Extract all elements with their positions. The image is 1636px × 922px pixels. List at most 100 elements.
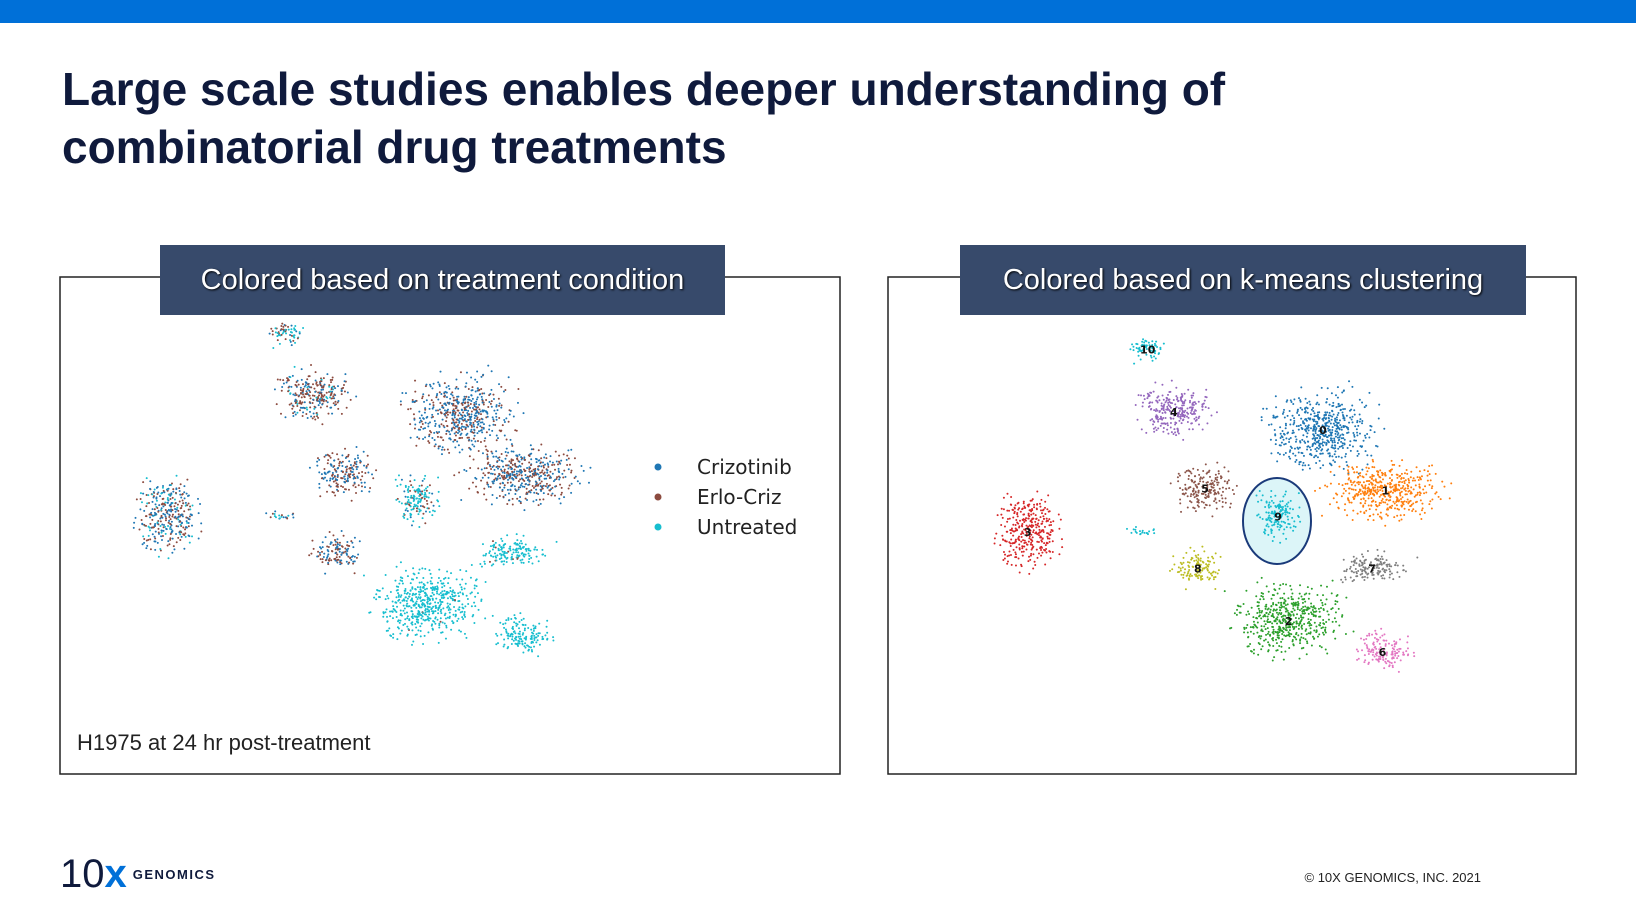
point (529, 464, 532, 467)
point (174, 507, 177, 510)
point (529, 491, 532, 494)
point (1270, 423, 1273, 426)
point (475, 400, 478, 403)
point (1309, 403, 1312, 406)
point (1264, 605, 1267, 608)
point (1364, 491, 1367, 494)
point (1373, 494, 1376, 497)
point (1371, 653, 1374, 656)
point (1166, 424, 1169, 427)
point (151, 514, 154, 517)
point (1285, 608, 1288, 611)
point (1331, 455, 1334, 458)
point (1331, 444, 1334, 447)
point (1187, 416, 1190, 419)
point (1390, 459, 1393, 462)
point (1295, 620, 1298, 623)
point (1186, 421, 1189, 424)
point (516, 539, 519, 542)
point (1331, 441, 1334, 444)
point (538, 622, 541, 625)
point (186, 494, 189, 497)
point (1030, 541, 1033, 544)
point (399, 400, 402, 403)
point (1221, 497, 1224, 500)
point (397, 592, 400, 595)
point (546, 486, 549, 489)
point (1377, 658, 1380, 661)
point (512, 478, 515, 481)
point (1304, 441, 1307, 444)
point (406, 617, 409, 620)
point (292, 405, 295, 408)
point (329, 378, 332, 381)
point (1358, 398, 1361, 401)
point (1327, 417, 1330, 420)
point (1403, 513, 1406, 516)
point (341, 454, 344, 457)
point (457, 592, 460, 595)
point (436, 592, 439, 595)
point (545, 477, 548, 480)
point (182, 502, 185, 505)
point (1006, 555, 1009, 558)
point (1341, 615, 1344, 618)
point (1340, 426, 1343, 429)
point (490, 468, 493, 471)
point (1331, 579, 1334, 582)
point (1385, 652, 1388, 655)
point (1036, 556, 1039, 559)
point (1377, 569, 1380, 572)
point (483, 392, 486, 395)
point (1292, 431, 1295, 434)
point (429, 617, 432, 620)
point (1196, 468, 1199, 471)
point (1032, 553, 1035, 556)
point (336, 453, 339, 456)
point (481, 392, 484, 395)
point (443, 402, 446, 405)
point (526, 466, 529, 469)
point (580, 465, 583, 468)
point (1236, 608, 1239, 611)
point (517, 551, 520, 554)
point (559, 462, 562, 465)
point (1035, 548, 1038, 551)
point (151, 533, 154, 536)
point (1316, 415, 1319, 418)
point (1397, 650, 1400, 653)
point (410, 622, 413, 625)
point (490, 450, 493, 453)
point (491, 465, 494, 468)
point (1300, 647, 1303, 650)
point (1259, 637, 1262, 640)
point (453, 414, 456, 417)
point (1356, 493, 1359, 496)
point (1309, 413, 1312, 416)
point (1423, 469, 1426, 472)
point (1174, 423, 1177, 426)
point (486, 458, 489, 461)
point (173, 548, 176, 551)
point (329, 479, 332, 482)
point (513, 630, 516, 633)
point (417, 596, 420, 599)
point (1362, 481, 1365, 484)
point (491, 480, 494, 483)
point (347, 473, 350, 476)
point (1187, 412, 1190, 415)
point (154, 512, 157, 515)
point (1306, 640, 1309, 643)
point (1287, 634, 1290, 637)
point (1304, 411, 1307, 414)
point (414, 588, 417, 591)
point (1391, 504, 1394, 507)
point (1367, 497, 1370, 500)
point (1345, 568, 1348, 571)
point (458, 599, 461, 602)
point (551, 486, 554, 489)
point (1250, 606, 1253, 609)
point (447, 577, 450, 580)
point (470, 424, 473, 427)
point (513, 621, 516, 624)
